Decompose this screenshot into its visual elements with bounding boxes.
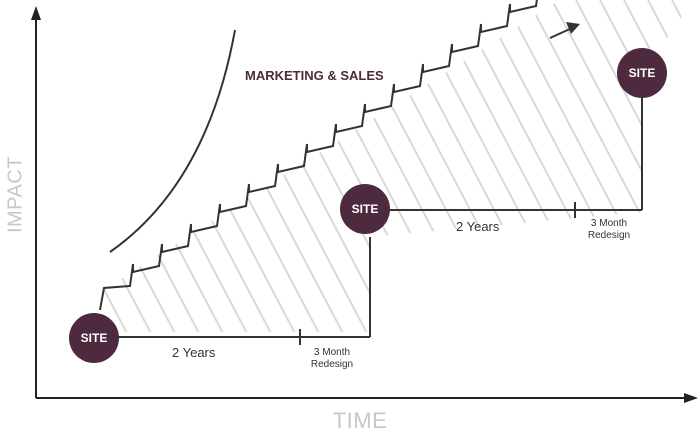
hatch-line bbox=[100, 0, 231, 332]
hatch-line bbox=[100, 0, 327, 332]
hatch-line bbox=[100, 0, 255, 332]
site-circle-2: SITE bbox=[340, 184, 390, 234]
site-label-3: SITE bbox=[628, 66, 656, 80]
x-axis-label: TIME bbox=[332, 408, 388, 433]
marketing-sales-curve bbox=[109, 29, 236, 253]
cycle-1-redesign-line2: Redesign bbox=[310, 359, 354, 370]
hatch-line bbox=[407, 0, 639, 332]
hatch-line bbox=[119, 0, 351, 332]
x-axis-arrowhead bbox=[684, 393, 698, 403]
site-label-1: SITE bbox=[80, 331, 108, 345]
cycle-1-duration: 2 Years bbox=[172, 345, 216, 360]
y-axis-label: IMPACT bbox=[4, 155, 27, 234]
staircase-arrow-shaft bbox=[549, 27, 573, 39]
hatch-line bbox=[143, 0, 375, 332]
cycle-2-duration: 2 Years bbox=[456, 219, 500, 234]
cycle-2-redesign-line1: 3 Month bbox=[590, 218, 628, 229]
staircase-arrowhead bbox=[566, 22, 580, 34]
hatch-line bbox=[100, 0, 303, 332]
cycle-1-redesign-note: 3 Month Redesign bbox=[297, 347, 367, 371]
site-circle-1: SITE bbox=[69, 313, 119, 363]
cycle-2-redesign-note: 3 Month Redesign bbox=[574, 218, 644, 242]
hatch-line bbox=[215, 0, 447, 332]
growth-staircase-line bbox=[99, 0, 538, 311]
hatch-line bbox=[671, 0, 700, 332]
hatch-line bbox=[100, 0, 207, 332]
hatch-line bbox=[431, 0, 663, 332]
hatch-line bbox=[100, 0, 279, 332]
site-label-2: SITE bbox=[351, 202, 379, 216]
cycle-2-redesign-line2: Redesign bbox=[587, 230, 631, 241]
cycle-1-redesign-line1: 3 Month bbox=[313, 347, 351, 358]
marketing-sales-label: MARKETING & SALES bbox=[245, 68, 384, 83]
hatch-line bbox=[695, 0, 700, 332]
y-axis-arrowhead bbox=[31, 6, 41, 20]
site-circle-3: SITE bbox=[617, 48, 667, 98]
